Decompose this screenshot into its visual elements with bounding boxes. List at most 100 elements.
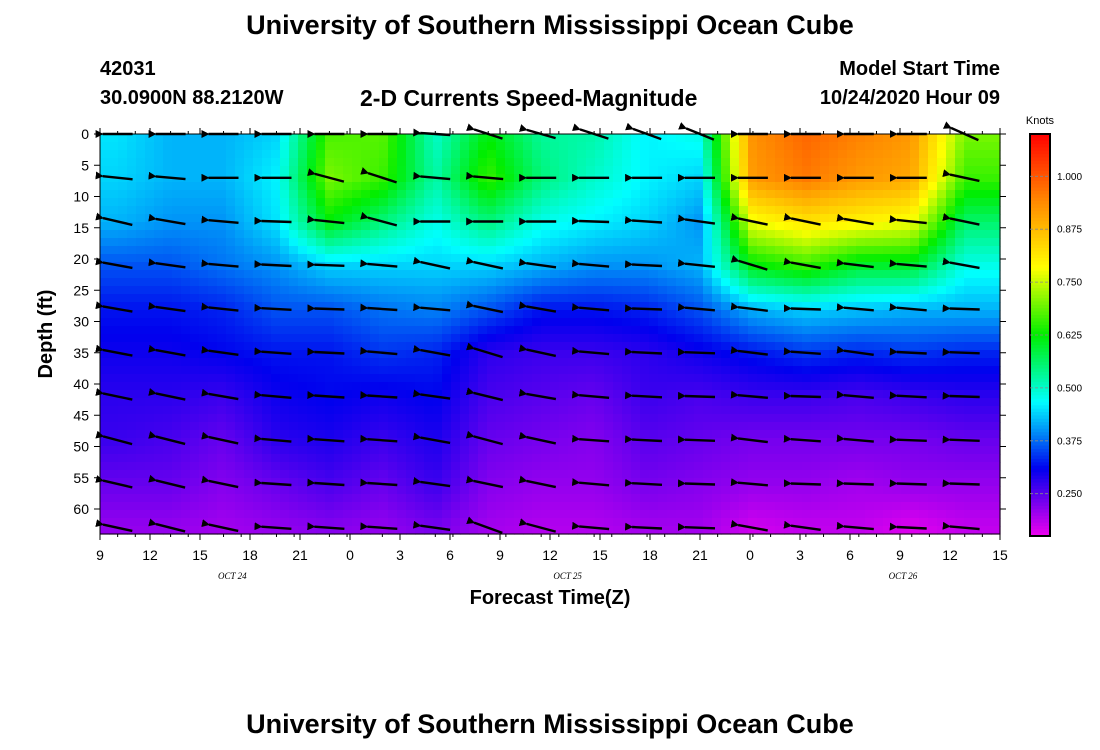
heat-cell — [316, 190, 326, 199]
heat-cell — [469, 166, 479, 175]
heat-cell — [892, 366, 902, 375]
heat-cell — [109, 430, 119, 439]
heat-cell — [523, 374, 533, 383]
heat-cell — [838, 198, 848, 207]
heat-cell — [577, 350, 587, 359]
heat-cell — [280, 310, 290, 319]
heat-cell — [352, 366, 362, 375]
heat-cell — [523, 286, 533, 295]
heat-cell — [217, 502, 227, 511]
heat-cell — [631, 502, 641, 511]
heat-cell — [532, 254, 542, 263]
heat-cell — [280, 486, 290, 495]
heat-cell — [289, 302, 299, 311]
heat-cell — [973, 206, 983, 215]
heat-cell — [217, 526, 227, 535]
heat-cell — [208, 510, 218, 519]
heat-cell — [991, 302, 1001, 311]
heat-cell — [577, 422, 587, 431]
heat-cell — [226, 286, 236, 295]
heat-cell — [973, 446, 983, 455]
heat-cell — [541, 398, 551, 407]
heat-cell — [703, 430, 713, 439]
heat-cell — [514, 318, 524, 327]
heat-cell — [910, 270, 920, 279]
heat-cell — [523, 318, 533, 327]
heat-cell — [793, 254, 803, 263]
heat-cell — [424, 494, 434, 503]
heat-cell — [325, 502, 335, 511]
heat-cell — [415, 398, 425, 407]
heat-cell — [514, 174, 524, 183]
heat-cell — [982, 222, 992, 231]
heat-cell — [568, 158, 578, 167]
heat-cell — [847, 366, 857, 375]
heat-cell — [937, 222, 947, 231]
heat-cell — [307, 198, 317, 207]
heat-cell — [955, 334, 965, 343]
heat-cell — [739, 134, 749, 143]
heat-cell — [730, 246, 740, 255]
heat-cell — [289, 230, 299, 239]
heat-cell — [217, 254, 227, 263]
heat-cell — [271, 158, 281, 167]
heat-cell — [973, 334, 983, 343]
heat-cell — [451, 166, 461, 175]
heat-cell — [793, 198, 803, 207]
heat-cell — [505, 342, 515, 351]
heat-cell — [901, 150, 911, 159]
heat-cell — [892, 182, 902, 191]
heat-cell — [154, 230, 164, 239]
heat-cell — [829, 326, 839, 335]
heat-cell — [118, 366, 128, 375]
heat-cell — [325, 414, 335, 423]
heat-cell — [703, 446, 713, 455]
heat-cell — [874, 222, 884, 231]
heat-cell — [820, 270, 830, 279]
heat-cell — [226, 358, 236, 367]
heat-cell — [289, 462, 299, 471]
heat-cell — [568, 326, 578, 335]
heat-cell — [982, 294, 992, 303]
heat-cell — [541, 518, 551, 527]
heat-cell — [964, 294, 974, 303]
heat-cell — [352, 174, 362, 183]
heat-cell — [253, 214, 263, 223]
heat-cell — [406, 510, 416, 519]
heat-cell — [514, 222, 524, 231]
heat-cell — [469, 398, 479, 407]
heat-cell — [928, 422, 938, 431]
heat-cell — [739, 262, 749, 271]
heat-cell — [190, 142, 200, 151]
heat-cell — [307, 182, 317, 191]
heat-cell — [955, 502, 965, 511]
heat-cell — [226, 414, 236, 423]
heat-cell — [280, 318, 290, 327]
heat-cell — [172, 478, 182, 487]
heat-cell — [847, 206, 857, 215]
heat-cell — [424, 462, 434, 471]
heat-cell — [595, 326, 605, 335]
heat-cell — [568, 190, 578, 199]
heat-cell — [595, 222, 605, 231]
heat-cell — [703, 302, 713, 311]
heat-cell — [262, 206, 272, 215]
heat-cell — [631, 470, 641, 479]
heat-cell — [388, 358, 398, 367]
heat-cell — [100, 494, 110, 503]
heat-cell — [694, 350, 704, 359]
heat-cell — [784, 470, 794, 479]
heat-cell — [433, 206, 443, 215]
heat-cell — [298, 406, 308, 415]
heat-cell — [478, 254, 488, 263]
heat-cell — [919, 430, 929, 439]
heat-cell — [145, 494, 155, 503]
heat-cell — [235, 438, 245, 447]
heat-cell — [901, 246, 911, 255]
heat-cell — [190, 326, 200, 335]
heat-cell — [676, 462, 686, 471]
heat-cell — [424, 398, 434, 407]
heat-cell — [649, 462, 659, 471]
heat-cell — [955, 206, 965, 215]
heat-cell — [505, 238, 515, 247]
